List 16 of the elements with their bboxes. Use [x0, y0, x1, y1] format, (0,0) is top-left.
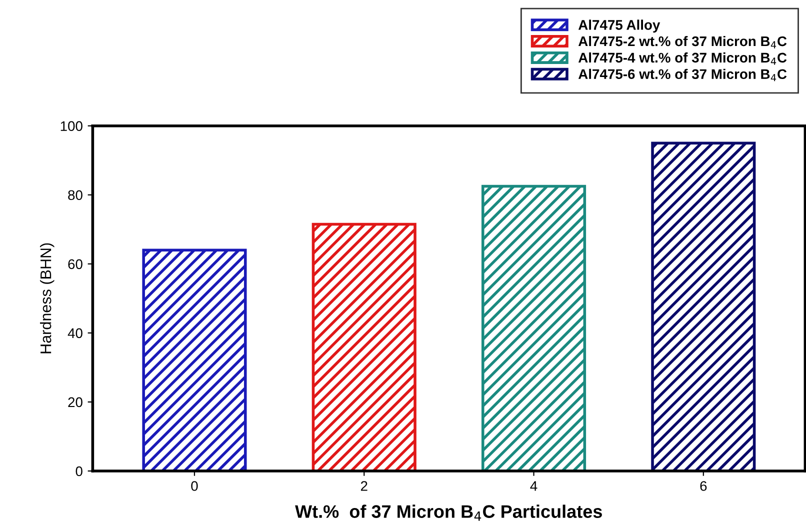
legend-label: Al7475-4 wt.% of 37 Micron B$_{4}$C: [578, 52, 787, 65]
y-tick-label: 0: [76, 466, 82, 476]
y-tick-label: 20: [68, 397, 82, 408]
y-tick-label: 80: [68, 190, 82, 200]
y-tick-label: 100: [60, 121, 82, 132]
legend-label: Al7475-2 wt.% of 37 Micron B$_{4}$C: [578, 36, 787, 48]
x-axis-title: Wt.% of 37 Micron B$_{4}$C Particulates: [295, 504, 602, 521]
x-tick-label: 4: [530, 481, 538, 491]
y-tick-label: 40: [68, 328, 82, 338]
x-tick-label: 0: [191, 481, 198, 491]
y-tick-label: 60: [68, 259, 82, 270]
x-tick-label: 6: [700, 481, 707, 491]
legend-label: Al7475-6 wt.% of 37 Micron B$_{4}$C: [578, 68, 787, 82]
x-tick-label: 2: [360, 481, 368, 491]
legend-label: Al7475 Alloy: [578, 20, 660, 33]
y-axis-title: Hardness (BHN): [40, 243, 54, 354]
